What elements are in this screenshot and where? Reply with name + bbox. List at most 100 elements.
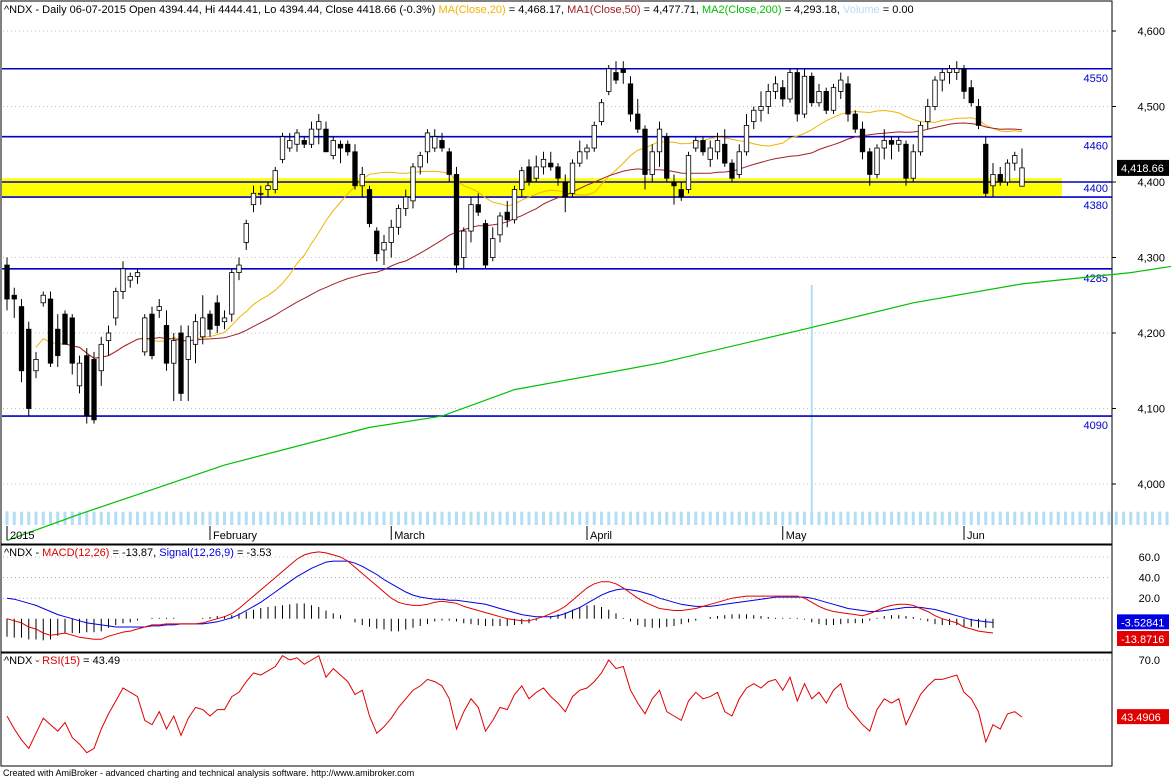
candle-down [69,317,75,364]
candle-up [236,264,242,273]
candle-down [323,128,329,153]
volume-bar [991,511,995,525]
candle-up [540,158,547,168]
volume-bar [774,511,777,525]
candle-down [446,151,452,175]
date-label-march: March [394,530,425,542]
candle-down [961,68,967,92]
rsi-header: ^NDX - RSI(15) = 43.49 [4,655,120,667]
volume-bar [389,511,393,525]
candle-up [939,72,945,81]
candle-up [127,275,133,281]
macd-label: MACD(12,26) [42,547,109,559]
macd-plot: 60.0 40.0 20.0 -3.52841 -13.8716 [3,551,1169,647]
rsi-pane-frame [0,652,1113,767]
price-tick-label: 4,500 [1137,102,1165,114]
level-label-4550: 4550 [1084,73,1108,85]
candle-down [475,204,481,213]
volume-bar [795,511,799,525]
candle-up [113,291,119,319]
volume-bar [730,511,734,525]
volume-bar [186,511,190,525]
candle-up [272,170,278,190]
volume-bar [745,511,748,525]
volume-bar [426,511,429,525]
candle-up [243,223,249,243]
volume-bar [716,511,719,525]
date-axis: 2015FebruaryMarchAprilMayJunJul [6,526,985,542]
candle-down [780,87,786,100]
volume-bar [397,511,400,525]
volume-label: Volume [843,4,880,16]
candle-down [214,302,220,326]
candle-down [301,140,307,145]
volume-bar [1100,511,1104,525]
candle-down [845,83,851,115]
level-label-4285: 4285 [1084,273,1108,285]
candle-up [925,106,931,122]
volume-bar [375,511,379,525]
volume-bar [331,511,335,525]
volume-bar [614,511,618,525]
volume-bar [165,511,168,525]
candle-up [874,147,880,175]
volume-bar [861,511,864,525]
signal-label: Signal(12,26,9) [159,547,234,559]
volume-bar [310,511,313,525]
volume-bar [737,511,741,525]
candle-down [84,355,90,417]
volume-bar [215,511,219,525]
candle-up [424,132,431,153]
macd-value: = -13.87, [112,547,159,559]
volume-bar [600,511,603,525]
candle-down [11,294,17,300]
volume-bar [948,511,951,525]
candles [4,61,1025,424]
candle-up [917,124,924,153]
level-label-4460: 4460 [1084,141,1108,153]
volume-bar [70,511,74,525]
rsi-tick-label: 70.0 [1139,655,1160,667]
volume-bar [571,511,574,525]
volume-bar [266,511,270,525]
last-price-label: 4,418.66 [1121,163,1164,175]
candle-up [76,362,83,387]
candle-up [954,68,960,73]
volume-bar [672,511,676,525]
candle-up [229,272,235,315]
volume-bar [476,511,480,525]
volume-bar [382,511,386,525]
volume-bar [1071,511,1075,525]
volume-bar [179,511,183,525]
candle-up [221,317,228,323]
volume-bar [491,511,495,525]
candle-down [548,162,554,168]
date-label-may: May [786,530,807,542]
macd-tick-label: 60.0 [1139,552,1160,564]
candle-up [308,128,315,145]
volume-bar [803,511,806,525]
volume-bar [1122,511,1125,525]
date-label-jun: Jun [967,530,985,542]
candle-up [591,124,597,149]
support-zone-layer [2,178,1062,198]
candle-up [765,91,771,107]
candle-up [105,332,112,341]
candle-up [606,68,612,92]
candle-up [258,192,264,195]
rsi-prefix: ^NDX - [4,655,42,667]
volume-bar [462,511,466,525]
candle-up [656,128,663,153]
volume-bar [781,511,785,525]
candle-down [439,140,445,149]
macd-line [6,551,994,640]
volume-bar [12,511,16,525]
candle-down [18,306,25,372]
volume-bar [20,511,23,525]
candle-down [163,325,170,364]
candle-up [1004,162,1011,183]
volume-bar [578,511,582,525]
candle-up [432,136,438,149]
price-tick-label: 4,400 [1137,177,1165,189]
volume-bar [1042,511,1046,525]
